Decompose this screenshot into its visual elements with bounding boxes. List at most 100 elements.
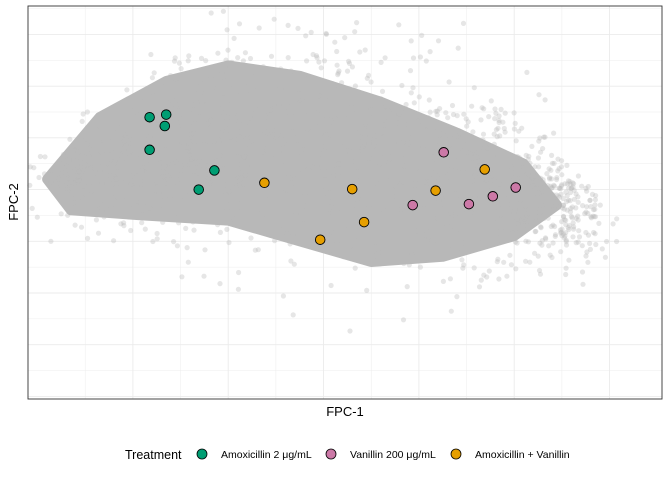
cloud-point (176, 60, 182, 66)
cloud-point (309, 239, 316, 246)
cloud-point (142, 137, 148, 143)
cloud-point (335, 172, 341, 178)
cloud-point (306, 95, 312, 101)
cloud-point (562, 181, 568, 187)
cloud-point (589, 191, 596, 197)
cloud-point (104, 172, 110, 178)
cloud-point (222, 78, 228, 84)
cloud-point (134, 203, 140, 209)
cloud-point (319, 138, 325, 144)
cloud-point (63, 174, 70, 180)
cloud-point (465, 119, 471, 125)
cloud-point (255, 247, 261, 253)
cloud-point (501, 214, 508, 220)
cloud-point (320, 128, 327, 134)
cloud-point (573, 215, 579, 221)
cloud-point (408, 194, 414, 201)
cloud-point (135, 155, 141, 161)
cloud-point (476, 158, 482, 164)
cloud-point (551, 205, 557, 211)
cloud-point (220, 183, 226, 189)
cloud-point (599, 246, 605, 252)
cloud-point (403, 101, 409, 108)
cloud-point (529, 178, 535, 184)
legend: Treatment Amoxicillin 2 μg/mL Vanillin 2… (125, 448, 570, 462)
cloud-point (523, 152, 529, 158)
cloud-point (111, 160, 117, 166)
legend-item-vanillin: Vanillin 200 μg/mL (325, 448, 436, 461)
cloud-point (537, 210, 543, 216)
cloud-point (243, 146, 250, 152)
cloud-point (179, 198, 185, 204)
cloud-point (109, 145, 115, 151)
cloud-point (217, 281, 223, 287)
cloud-point (140, 165, 146, 171)
cloud-point (247, 114, 253, 120)
cloud-point (460, 183, 466, 189)
cloud-point (375, 159, 381, 165)
cloud-point (248, 88, 254, 94)
cloud-point (200, 91, 206, 97)
cloud-point (78, 160, 84, 166)
cloud-point (533, 217, 539, 223)
cloud-point (552, 232, 559, 238)
cloud-point (543, 236, 549, 242)
cloud-point (183, 163, 189, 169)
cloud-point (255, 211, 261, 217)
cloud-point (334, 96, 340, 102)
cloud-point (217, 202, 224, 208)
cloud-point (316, 107, 322, 113)
cloud-point (238, 135, 244, 141)
cloud-point (573, 205, 579, 211)
cloud-point (569, 215, 575, 221)
cloud-point (342, 35, 348, 41)
cloud-point (267, 132, 273, 138)
cloud-point (78, 133, 84, 139)
cloud-point (553, 192, 560, 198)
cloud-point (52, 172, 58, 178)
cloud-point (234, 149, 241, 155)
cloud-point (127, 201, 133, 207)
cloud-point (316, 59, 322, 65)
cloud-point (479, 223, 485, 229)
cloud-point (220, 210, 226, 216)
cloud-point (457, 213, 463, 219)
cloud-point (138, 182, 144, 188)
cloud-point (591, 229, 597, 236)
cloud-point (412, 240, 418, 247)
cloud-point (479, 235, 485, 241)
cloud-point (320, 152, 326, 158)
cloud-point (158, 207, 164, 213)
cloud-point (370, 148, 376, 154)
cloud-point (146, 205, 153, 211)
cloud-point (308, 29, 314, 35)
cloud-point (242, 191, 249, 197)
cloud-point (335, 170, 342, 176)
cloud-point (162, 180, 168, 187)
cloud-point (565, 178, 572, 184)
data-point-series-1-0 (438, 147, 449, 158)
cloud-point (468, 210, 474, 216)
cloud-point (438, 205, 444, 211)
cloud-point (170, 95, 176, 101)
cloud-point (190, 137, 196, 143)
cloud-point (414, 168, 420, 175)
cloud-point (477, 151, 483, 157)
cloud-point (97, 168, 103, 174)
cloud-point (287, 141, 293, 148)
cloud-point (126, 133, 132, 139)
cloud-point (125, 171, 132, 177)
cloud-point (186, 147, 192, 153)
cloud-point (536, 138, 542, 144)
cloud-point (88, 165, 94, 171)
cloud-point (236, 182, 242, 188)
cloud-point (394, 120, 400, 126)
cloud-point (151, 70, 157, 76)
cloud-point (139, 168, 145, 174)
cloud-point (81, 164, 87, 170)
data-point-series-2-3 (479, 164, 490, 175)
cloud-point (330, 162, 336, 168)
cloud-point (514, 153, 520, 160)
data-point-series-2-1 (346, 183, 358, 195)
cloud-point (186, 138, 192, 145)
